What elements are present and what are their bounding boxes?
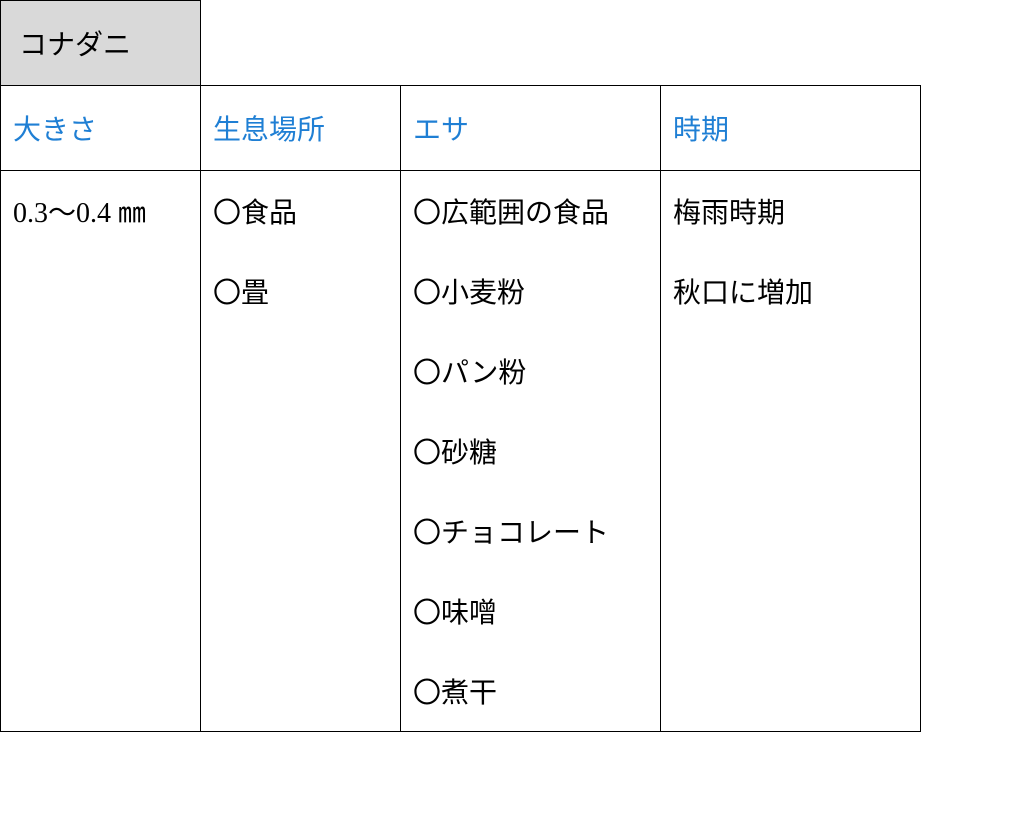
size-value: 0.3～0.4 ㎜ bbox=[13, 191, 188, 231]
food-item: 〇チョコレート bbox=[413, 511, 648, 551]
table-title: コナダニ bbox=[1, 1, 201, 86]
season-item: 梅雨時期 bbox=[673, 191, 908, 231]
title-row: コナダニ bbox=[1, 1, 921, 86]
empty-cell bbox=[201, 1, 401, 86]
header-habitat: 生息場所 bbox=[201, 86, 401, 171]
header-food: エサ bbox=[401, 86, 661, 171]
habitat-item: 〇畳 bbox=[213, 271, 388, 311]
food-item: 〇小麦粉 bbox=[413, 271, 648, 311]
food-item: 〇パン粉 bbox=[413, 351, 648, 391]
header-size: 大きさ bbox=[1, 86, 201, 171]
season-item: 秋口に増加 bbox=[673, 271, 908, 311]
cell-habitat: 〇食品〇畳 bbox=[201, 171, 401, 732]
cell-food: 〇広範囲の食品〇小麦粉〇パン粉〇砂糖〇チョコレート〇味噌〇煮干 bbox=[401, 171, 661, 732]
cell-size: 0.3～0.4 ㎜ bbox=[1, 171, 201, 732]
header-row: 大きさ 生息場所 エサ 時期 bbox=[1, 86, 921, 171]
food-item: 〇広範囲の食品 bbox=[413, 191, 648, 231]
header-season: 時期 bbox=[661, 86, 921, 171]
mite-info-table: コナダニ 大きさ 生息場所 エサ 時期 0.3～0.4 ㎜ 〇食品〇畳 〇広範囲… bbox=[0, 0, 921, 732]
food-item: 〇砂糖 bbox=[413, 431, 648, 471]
cell-season: 梅雨時期秋口に増加 bbox=[661, 171, 921, 732]
habitat-item: 〇食品 bbox=[213, 191, 388, 231]
empty-cell bbox=[661, 1, 921, 86]
food-item: 〇味噌 bbox=[413, 591, 648, 631]
data-row: 0.3～0.4 ㎜ 〇食品〇畳 〇広範囲の食品〇小麦粉〇パン粉〇砂糖〇チョコレー… bbox=[1, 171, 921, 732]
empty-cell bbox=[401, 1, 661, 86]
food-item: 〇煮干 bbox=[413, 671, 648, 711]
